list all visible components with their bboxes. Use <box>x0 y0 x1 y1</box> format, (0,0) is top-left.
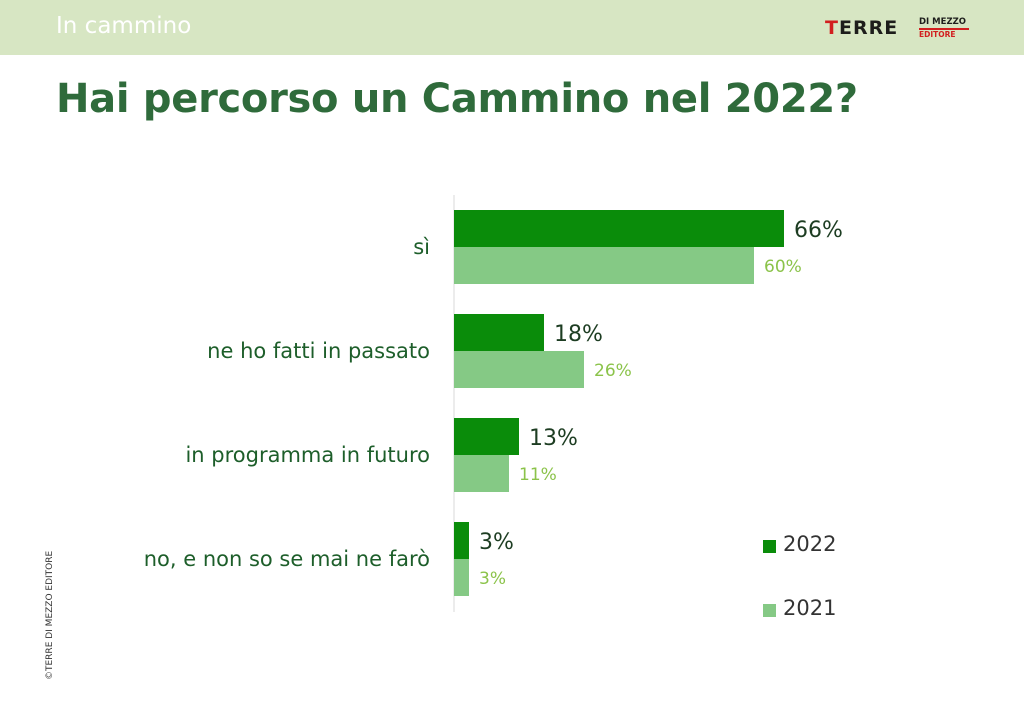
legend-label-2021: 2021 <box>783 596 837 620</box>
bar-2021-3 <box>454 559 469 596</box>
data-label-2022-2: 13% <box>529 426 578 451</box>
data-label-2022-0: 66% <box>794 218 843 243</box>
header-bar: In cammino TERRE DI MEZZO EDITORE <box>0 0 1024 55</box>
bar-2022-3 <box>454 522 469 559</box>
section-title: In cammino <box>56 13 192 39</box>
data-label-2021-3: 3% <box>479 569 506 589</box>
data-label-2021-2: 11% <box>519 465 557 485</box>
legend-swatch-2022 <box>763 540 776 553</box>
legend-swatch-2021 <box>763 604 776 617</box>
legend-label-2022: 2022 <box>783 532 837 556</box>
logo-subtitle: DI MEZZO <box>919 17 966 27</box>
logo-editore: EDITORE <box>919 30 956 39</box>
category-label: no, e non so se mai ne farò <box>144 547 430 571</box>
bar-2022-0 <box>454 210 784 247</box>
bar-2022-1 <box>454 314 544 351</box>
category-label: in programma in futuro <box>185 443 430 467</box>
data-label-2021-0: 60% <box>764 257 802 277</box>
data-label-2022-1: 18% <box>554 322 603 347</box>
data-label-2022-3: 3% <box>479 530 514 555</box>
bar-2021-1 <box>454 351 584 388</box>
category-label: sì <box>413 235 430 259</box>
logo-wordmark: TERRE <box>825 17 899 39</box>
logo-underline <box>919 28 969 30</box>
chart-title: Hai percorso un Cammino nel 2022? <box>56 76 858 122</box>
bar-2021-0 <box>454 247 754 284</box>
publisher-logo: TERRE DI MEZZO EDITORE <box>825 17 975 43</box>
data-label-2021-1: 26% <box>594 361 632 381</box>
category-label: ne ho fatti in passato <box>207 339 430 363</box>
bar-2021-2 <box>454 455 509 492</box>
bar-2022-2 <box>454 418 519 455</box>
